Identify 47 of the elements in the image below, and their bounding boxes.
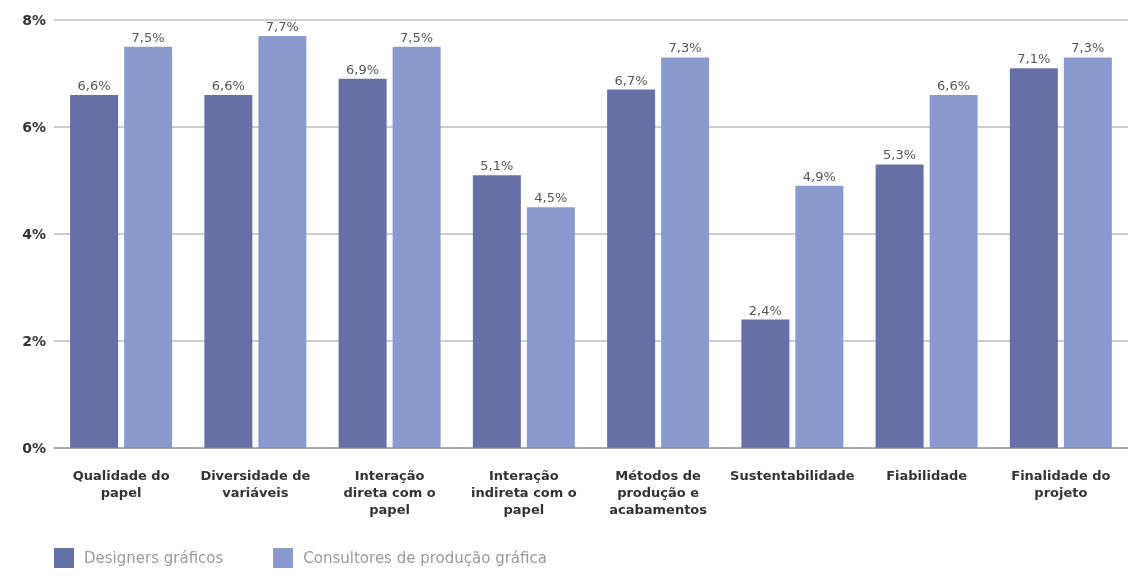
- bar: [124, 46, 173, 448]
- data-label: 6,6%: [937, 77, 971, 93]
- data-label: 7,3%: [1071, 40, 1105, 56]
- x-tick-label: Fiabilidade: [886, 468, 968, 483]
- data-label: 5,1%: [480, 158, 514, 174]
- bar: [526, 207, 575, 448]
- x-tick-label: Sustentabilidade: [730, 468, 855, 483]
- data-label: 4,9%: [802, 168, 836, 184]
- x-tick-label: Finalidade do projeto: [1011, 468, 1111, 500]
- x-tick-label: Diversidade de variáveis: [200, 468, 311, 500]
- bar: [795, 185, 844, 448]
- data-label: 6,9%: [346, 61, 380, 77]
- legend-label: Consultores de produção gráfica: [303, 549, 547, 567]
- y-tick-label: 6%: [22, 118, 46, 135]
- bar: [338, 78, 387, 448]
- bar: [607, 89, 656, 448]
- y-tick-label: 8%: [22, 11, 46, 28]
- data-label: 7,5%: [400, 29, 434, 45]
- data-label: 7,5%: [131, 29, 165, 45]
- x-tick-label: Qualidade do papel: [72, 468, 170, 500]
- bar: [70, 94, 119, 448]
- y-tick-label: 0%: [22, 439, 46, 456]
- data-label: 7,7%: [265, 19, 299, 35]
- data-label: 5,3%: [883, 147, 917, 163]
- data-label: 7,3%: [668, 40, 702, 56]
- data-label: 7,1%: [1017, 51, 1051, 67]
- y-tick-label: 2%: [22, 332, 46, 349]
- bar: [204, 94, 253, 448]
- legend-label: Designers gráficos: [84, 549, 224, 567]
- x-tick-label: Métodos de produção e acabamentos: [609, 468, 708, 517]
- bar: [661, 57, 710, 448]
- bar: [472, 175, 521, 448]
- bar: [1009, 68, 1058, 448]
- x-tick-label: Interação indireta com o papel: [470, 468, 577, 517]
- data-label: 4,5%: [534, 190, 568, 206]
- data-label: 2,4%: [748, 302, 782, 318]
- bar: [258, 36, 307, 448]
- bar: [741, 319, 790, 448]
- bar: [875, 164, 924, 448]
- data-label: 6,7%: [614, 72, 648, 88]
- data-label: 6,6%: [77, 77, 111, 93]
- bar: [1063, 57, 1112, 448]
- data-label: 6,6%: [211, 77, 245, 93]
- bar: [392, 46, 441, 448]
- y-tick-label: 4%: [22, 225, 46, 242]
- x-tick-label: Interação direta com o papel: [343, 468, 436, 517]
- bar: [929, 94, 978, 448]
